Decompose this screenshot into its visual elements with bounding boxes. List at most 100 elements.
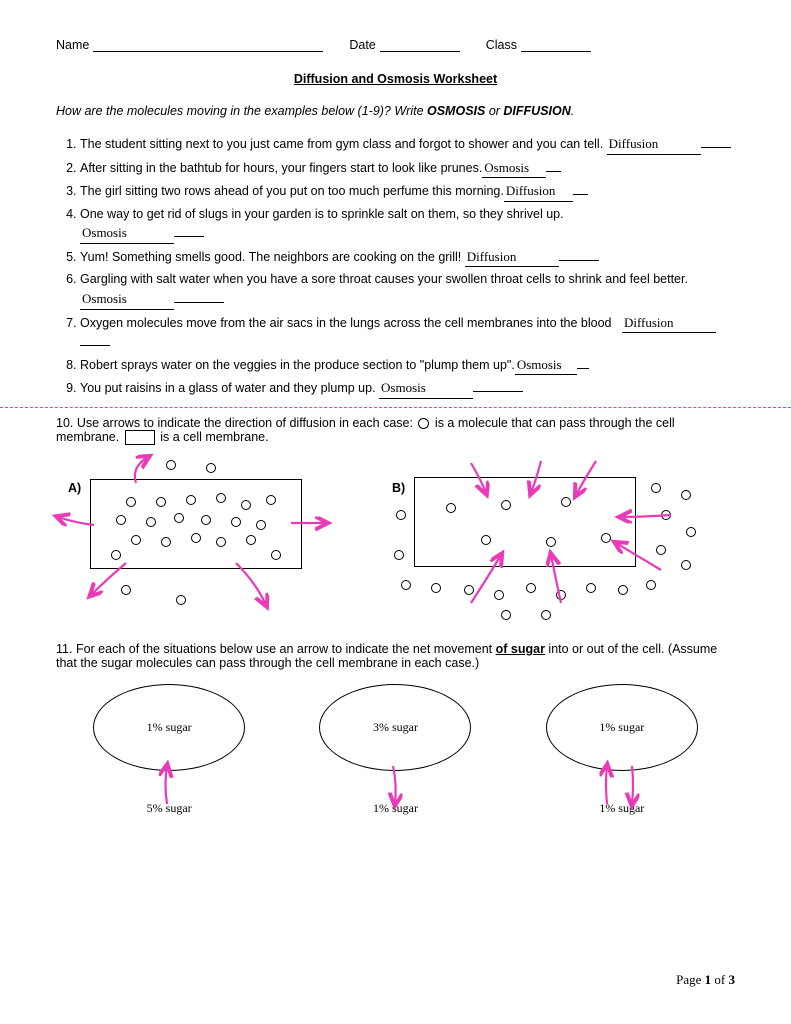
q2-answer: Osmosis xyxy=(482,158,546,179)
prompt-end: . xyxy=(571,104,574,118)
molecule xyxy=(176,595,186,605)
q4-answer: Osmosis xyxy=(80,223,174,244)
molecule xyxy=(601,533,611,543)
class-blank xyxy=(521,38,591,52)
prompt-osmosis: OSMOSIS xyxy=(427,104,485,118)
molecule xyxy=(481,535,491,545)
q5-answer: Diffusion xyxy=(465,247,559,268)
molecule xyxy=(681,490,691,500)
outside-label-2: 1% sugar xyxy=(305,801,485,816)
membrane-legend-icon xyxy=(125,430,155,445)
molecule xyxy=(126,497,136,507)
q5: Yum! Something smells good. The neighbor… xyxy=(80,247,735,268)
molecule xyxy=(661,510,671,520)
molecule xyxy=(464,585,474,595)
cell-ellipse-3: 1% sugar xyxy=(546,684,698,771)
footer-pre: Page xyxy=(676,972,705,987)
molecule xyxy=(146,517,156,527)
worksheet-title: Diffusion and Osmosis Worksheet xyxy=(56,72,735,86)
q6-text: Gargling with salt water when you have a… xyxy=(80,272,688,286)
molecule xyxy=(271,550,281,560)
molecule xyxy=(396,510,406,520)
q8-text: Robert sprays water on the veggies in th… xyxy=(80,358,515,372)
molecule xyxy=(651,483,661,493)
header-row: Name Date Class xyxy=(56,38,735,52)
q9: You put raisins in a glass of water and … xyxy=(80,378,735,399)
q4: One way to get rid of slugs in your gard… xyxy=(80,205,735,244)
molecule xyxy=(501,610,511,620)
question-list: The student sitting next to you just cam… xyxy=(56,134,735,399)
q11: 11. For each of the situations below use… xyxy=(56,642,735,670)
name-label: Name xyxy=(56,38,89,52)
diagram-a: A) xyxy=(56,455,356,630)
molecule xyxy=(656,545,666,555)
q10-mid2: is a cell membrane. xyxy=(160,430,268,444)
footer-mid: of xyxy=(711,972,728,987)
molecule xyxy=(556,590,566,600)
molecule xyxy=(216,537,226,547)
q11-pre: For each of the situations below use an … xyxy=(76,642,496,656)
molecule xyxy=(646,580,656,590)
molecule xyxy=(161,537,171,547)
q1: The student sitting next to you just cam… xyxy=(80,134,735,155)
class-label: Class xyxy=(486,38,517,52)
diagram-a-label: A) xyxy=(68,481,81,495)
molecule xyxy=(246,535,256,545)
q4-text: One way to get rid of slugs in your gard… xyxy=(80,207,564,221)
q9-text: You put raisins in a glass of water and … xyxy=(80,381,376,395)
date-label: Date xyxy=(349,38,375,52)
q9-answer: Osmosis xyxy=(379,378,473,399)
q11-bold: of sugar xyxy=(496,642,545,656)
inside-label-2: 3% sugar xyxy=(373,720,418,735)
q3-text: The girl sitting two rows ahead of you p… xyxy=(80,184,504,198)
molecule xyxy=(401,580,411,590)
molecule xyxy=(174,513,184,523)
molecule xyxy=(686,527,696,537)
q10-pre: Use arrows to indicate the direction of … xyxy=(77,416,413,430)
outside-label-1: 5% sugar xyxy=(79,801,259,816)
molecule xyxy=(116,515,126,525)
q2: After sitting in the bathtub for hours, … xyxy=(80,158,735,179)
molecule xyxy=(494,590,504,600)
molecule xyxy=(201,515,211,525)
molecule xyxy=(431,583,441,593)
molecule xyxy=(121,585,131,595)
molecule xyxy=(241,500,251,510)
name-blank xyxy=(93,38,323,52)
molecule xyxy=(526,583,536,593)
cell-membrane-b xyxy=(414,477,636,567)
prompt-diffusion: DIFFUSION xyxy=(503,104,570,118)
cell-ellipse-2: 3% sugar xyxy=(319,684,471,771)
molecule xyxy=(131,535,141,545)
molecule xyxy=(541,610,551,620)
footer-total: 3 xyxy=(729,972,736,987)
q10: 10. Use arrows to indicate the direction… xyxy=(56,416,735,445)
q11-number: 11. xyxy=(56,642,72,656)
q10-number: 10. xyxy=(56,416,73,430)
q7: Oxygen molecules move from the air sacs … xyxy=(80,313,735,352)
worksheet-page: Name Date Class Diffusion and Osmosis Wo… xyxy=(0,0,791,1024)
q1-answer: Diffusion xyxy=(607,134,701,155)
inside-label-3: 1% sugar xyxy=(599,720,644,735)
inside-label-1: 1% sugar xyxy=(147,720,192,735)
molecule xyxy=(216,493,226,503)
molecule xyxy=(111,550,121,560)
q3-answer: Diffusion xyxy=(504,181,573,202)
molecule xyxy=(191,533,201,543)
q6: Gargling with salt water when you have a… xyxy=(80,270,735,309)
date-blank xyxy=(380,38,460,52)
diagram-b-label: B) xyxy=(392,481,405,495)
instruction-prompt: How are the molecules moving in the exam… xyxy=(56,104,735,118)
q7-text: Oxygen molecules move from the air sacs … xyxy=(80,316,612,330)
q1-text: The student sitting next to you just cam… xyxy=(80,137,603,151)
molecule xyxy=(266,495,276,505)
q7-answer: Diffusion xyxy=(622,313,716,334)
q11-cells-row: 1% sugar 5% sugar 3% sugar 1% sugar 1% s… xyxy=(56,684,735,844)
cell-1: 1% sugar 5% sugar xyxy=(79,684,259,844)
molecule xyxy=(186,495,196,505)
molecule xyxy=(156,497,166,507)
diagram-row: A) xyxy=(56,455,735,630)
molecule xyxy=(501,500,511,510)
cell-3: 1% sugar 1% sugar xyxy=(532,684,712,844)
dashed-divider xyxy=(0,407,791,408)
